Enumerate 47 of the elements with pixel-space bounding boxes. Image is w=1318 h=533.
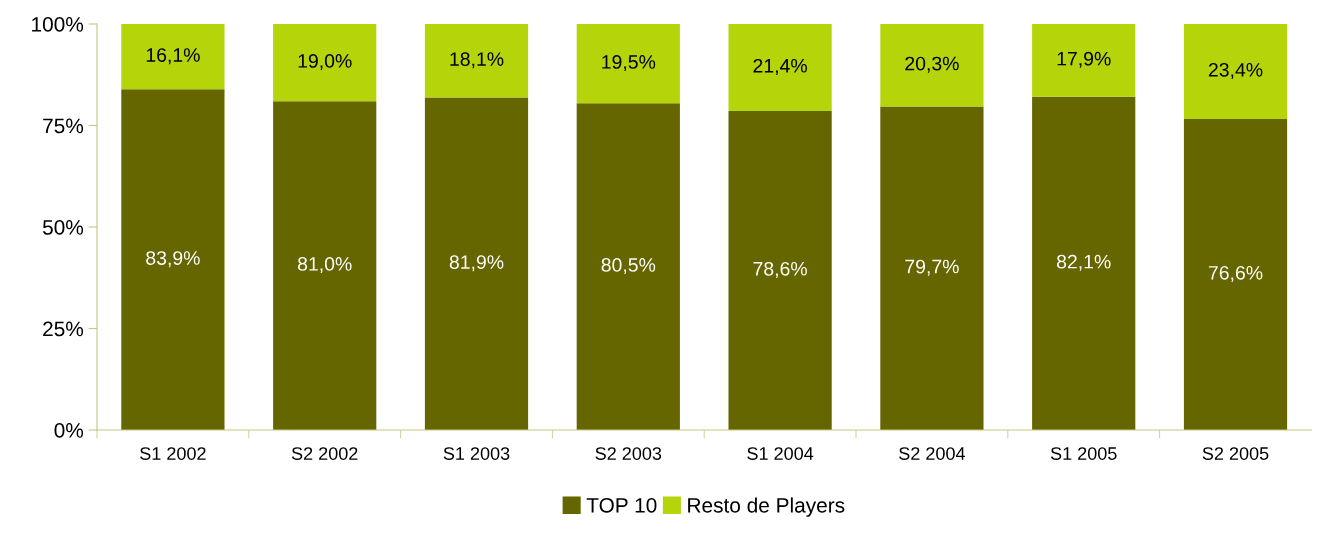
data-label: 21,4%: [753, 58, 807, 75]
legend-label: TOP 10: [586, 497, 657, 513]
bar: [576, 103, 680, 430]
legend-label: Resto de Players: [688, 497, 845, 517]
data-label: 19,0%: [298, 54, 352, 71]
data-label: 80,5%: [601, 258, 656, 275]
bar: [1032, 96, 1136, 430]
x-tick-label: S1 2005: [1050, 447, 1117, 460]
bar: [273, 24, 377, 102]
data-label: 19,5%: [602, 55, 656, 72]
y-tick-label: 100%: [32, 17, 84, 32]
bar: [1032, 24, 1136, 97]
bar: [121, 24, 225, 90]
data-label: 23,4%: [1208, 62, 1263, 80]
data-label: 16,1%: [146, 48, 200, 65]
y-tick-label: 50%: [42, 220, 84, 235]
data-label: 79,7%: [905, 259, 959, 276]
data-label: 83,9%: [146, 251, 200, 268]
y-tick-label: 75%: [43, 118, 84, 134]
x-tick-label: S2 2004: [899, 447, 966, 460]
data-label: 78,6%: [753, 261, 807, 278]
bar: [576, 24, 680, 104]
bar: [880, 106, 984, 430]
data-label: 17,9%: [1057, 51, 1111, 68]
data-label: 81,0%: [297, 257, 352, 274]
y-tick-label: 25%: [43, 321, 84, 337]
data-label: 18,1%: [450, 52, 504, 69]
x-tick-label: S1 2002: [140, 447, 206, 460]
x-tick-label: S1 2004: [747, 447, 814, 460]
bar: [728, 110, 832, 430]
bar: [424, 24, 529, 98]
data-label: 76,6%: [1208, 265, 1263, 283]
x-tick-label: S2 2002: [291, 447, 358, 460]
bar: [121, 89, 225, 430]
y-tick-label: 0%: [54, 423, 84, 438]
data-label: 81,9%: [449, 255, 504, 272]
bar: [424, 97, 529, 430]
bar: [880, 24, 984, 107]
bar: [1183, 119, 1288, 430]
x-tick-label: S2 2003: [595, 447, 662, 460]
bar: [273, 101, 377, 430]
x-tick-label: S1 2003: [443, 447, 510, 460]
x-tick-label: S2 2005: [1202, 447, 1269, 460]
bar: [1183, 24, 1288, 119]
data-label: 82,1%: [1056, 254, 1111, 271]
bar: [728, 24, 832, 111]
data-label: 20,3%: [905, 56, 959, 73]
